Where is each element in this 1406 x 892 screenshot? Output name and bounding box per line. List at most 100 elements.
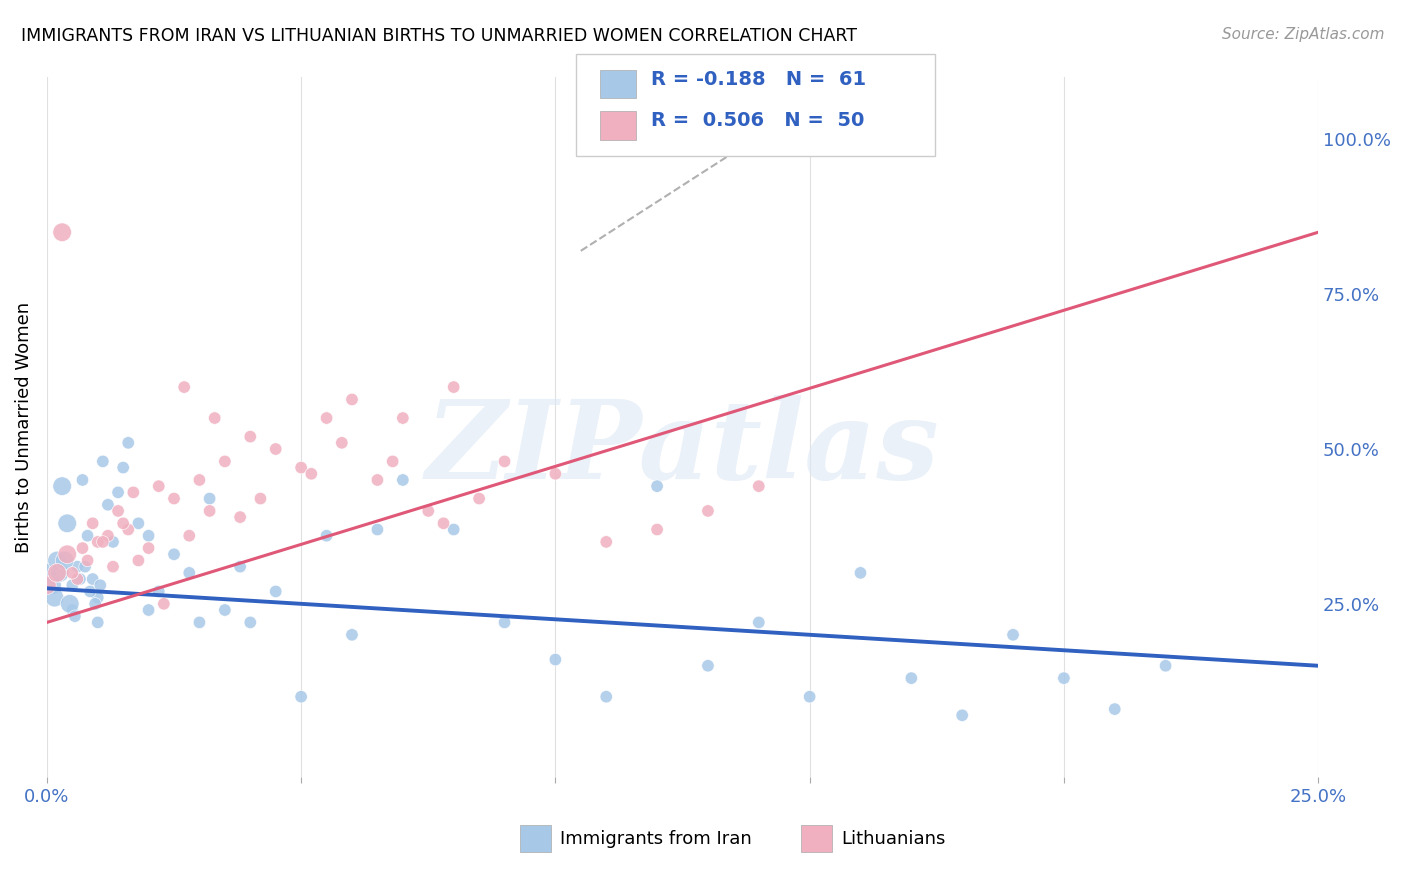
Point (229, 559, 252, 574)
Point (950, 708, 973, 723)
Point (204, 411, 226, 425)
Point (127, 553, 149, 567)
Point (46, 566, 69, 580)
Point (56, 516, 79, 531)
Point (87, 591, 110, 605)
Point (97, 529, 120, 543)
Point (112, 460, 135, 475)
Point (229, 510, 252, 524)
Point (89, 578, 111, 592)
Point (41, 578, 63, 592)
Point (112, 516, 135, 531)
Point (84, 597, 107, 611)
Text: R =  0.506   N =  50: R = 0.506 N = 50 (651, 112, 865, 130)
Point (697, 504, 720, 518)
Point (748, 615, 770, 630)
Point (35, 566, 58, 580)
Point (900, 671, 922, 685)
Point (82, 572, 104, 586)
Point (340, 392, 363, 407)
Point (1002, 628, 1025, 642)
Point (87, 535, 110, 549)
Point (799, 690, 821, 704)
Point (138, 529, 160, 543)
Point (544, 467, 567, 481)
Y-axis label: Births to Unmarried Women: Births to Unmarried Women (15, 301, 32, 553)
Point (1154, 658, 1177, 673)
Point (315, 529, 337, 543)
Point (595, 535, 617, 549)
Point (468, 491, 491, 506)
Point (66, 559, 89, 574)
Point (138, 541, 160, 555)
Point (249, 491, 271, 506)
Point (544, 652, 567, 666)
Point (645, 479, 668, 493)
Point (87, 615, 110, 630)
Point (107, 504, 129, 518)
Point (264, 442, 287, 456)
Point (66, 572, 89, 586)
Point (53, 553, 76, 567)
Point (315, 411, 337, 425)
Point (60, 603, 83, 617)
Point (117, 435, 139, 450)
Point (76, 553, 98, 567)
Point (59, 597, 82, 611)
Point (239, 615, 262, 630)
Point (51, 479, 73, 493)
Text: Immigrants from Iran: Immigrants from Iran (560, 830, 751, 847)
Text: Source: ZipAtlas.com: Source: ZipAtlas.com (1222, 27, 1385, 42)
Point (443, 523, 465, 537)
Point (79, 584, 101, 599)
Point (35, 578, 58, 592)
Point (101, 535, 124, 549)
Point (418, 504, 440, 518)
Point (60, 578, 83, 592)
Point (101, 559, 124, 574)
Point (1053, 671, 1076, 685)
Point (849, 566, 872, 580)
Point (46, 553, 69, 567)
Point (122, 485, 145, 500)
Point (595, 690, 617, 704)
Point (91, 535, 114, 549)
Point (163, 547, 186, 561)
Point (51, 225, 73, 239)
Point (340, 628, 363, 642)
Point (645, 523, 668, 537)
Point (188, 615, 211, 630)
Point (56, 547, 79, 561)
Point (117, 523, 139, 537)
Point (392, 473, 415, 487)
Point (148, 479, 170, 493)
Point (239, 429, 262, 443)
Point (330, 435, 353, 450)
Point (163, 491, 186, 506)
Point (138, 603, 160, 617)
Point (1104, 702, 1126, 716)
Point (290, 690, 312, 704)
Text: IMMIGRANTS FROM IRAN VS LITHUANIAN BIRTHS TO UNMARRIED WOMEN CORRELATION CHART: IMMIGRANTS FROM IRAN VS LITHUANIAN BIRTH… (21, 27, 858, 45)
Point (73, 559, 96, 574)
Point (494, 454, 516, 468)
Point (60, 566, 83, 580)
Point (392, 411, 415, 425)
Point (381, 454, 404, 468)
Point (188, 473, 211, 487)
Point (443, 380, 465, 394)
Point (214, 454, 236, 468)
Point (198, 504, 221, 518)
Point (198, 491, 221, 506)
Point (97, 498, 120, 512)
Point (44, 591, 66, 605)
Point (82, 516, 104, 531)
Point (432, 516, 454, 531)
Point (290, 460, 312, 475)
Point (91, 454, 114, 468)
Point (264, 584, 287, 599)
Text: Lithuanians: Lithuanians (841, 830, 945, 847)
Point (697, 658, 720, 673)
Point (127, 516, 149, 531)
Point (299, 467, 322, 481)
